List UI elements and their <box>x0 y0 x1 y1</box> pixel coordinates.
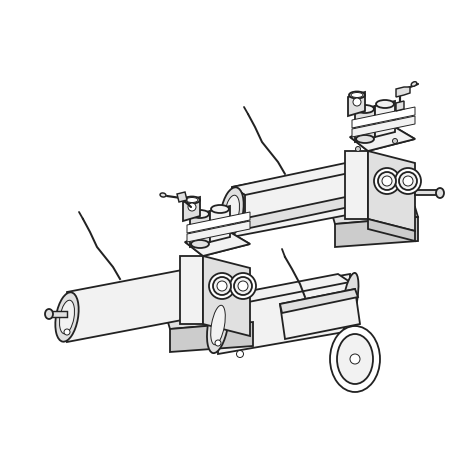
Ellipse shape <box>350 93 362 98</box>
Polygon shape <box>187 222 249 242</box>
Ellipse shape <box>214 340 220 346</box>
Ellipse shape <box>220 188 243 237</box>
Polygon shape <box>167 312 252 329</box>
Ellipse shape <box>64 329 70 335</box>
Ellipse shape <box>348 92 364 99</box>
Ellipse shape <box>160 194 166 198</box>
Polygon shape <box>218 274 349 354</box>
Ellipse shape <box>211 206 229 213</box>
Ellipse shape <box>355 106 373 114</box>
Ellipse shape <box>213 277 230 295</box>
Polygon shape <box>49 311 67 317</box>
Polygon shape <box>185 231 249 257</box>
Ellipse shape <box>190 211 208 218</box>
Polygon shape <box>367 151 414 231</box>
Ellipse shape <box>341 273 358 330</box>
Ellipse shape <box>329 326 379 392</box>
Ellipse shape <box>236 351 243 358</box>
Ellipse shape <box>237 281 247 291</box>
Polygon shape <box>349 127 414 151</box>
Ellipse shape <box>352 99 360 107</box>
Polygon shape <box>185 231 249 257</box>
Ellipse shape <box>373 168 399 195</box>
Ellipse shape <box>230 274 256 299</box>
Polygon shape <box>367 219 414 241</box>
Polygon shape <box>374 102 394 138</box>
Ellipse shape <box>45 309 53 319</box>
Ellipse shape <box>217 281 226 291</box>
Ellipse shape <box>435 189 443 199</box>
Ellipse shape <box>349 354 359 364</box>
Polygon shape <box>231 162 367 196</box>
Ellipse shape <box>410 83 416 87</box>
Ellipse shape <box>185 198 197 203</box>
Polygon shape <box>187 213 249 234</box>
Polygon shape <box>344 151 367 219</box>
Ellipse shape <box>234 277 252 295</box>
Ellipse shape <box>355 136 373 144</box>
Ellipse shape <box>55 293 78 342</box>
Ellipse shape <box>184 197 200 204</box>
Ellipse shape <box>381 177 391 187</box>
Ellipse shape <box>210 306 225 345</box>
Ellipse shape <box>190 241 208 248</box>
Ellipse shape <box>375 101 393 109</box>
Polygon shape <box>179 257 202 325</box>
Polygon shape <box>414 190 439 196</box>
Ellipse shape <box>402 177 412 187</box>
Polygon shape <box>354 107 374 143</box>
Polygon shape <box>395 102 403 112</box>
Ellipse shape <box>188 203 196 212</box>
Polygon shape <box>190 212 210 247</box>
Ellipse shape <box>392 139 397 144</box>
Ellipse shape <box>208 274 235 299</box>
Ellipse shape <box>224 196 239 230</box>
Polygon shape <box>202 257 249 336</box>
Ellipse shape <box>336 334 372 384</box>
Polygon shape <box>231 162 367 237</box>
Polygon shape <box>170 322 252 352</box>
Polygon shape <box>177 193 187 202</box>
Polygon shape <box>218 274 349 306</box>
Ellipse shape <box>229 224 235 230</box>
Polygon shape <box>334 218 417 247</box>
Polygon shape <box>231 188 245 230</box>
Polygon shape <box>351 117 414 138</box>
Polygon shape <box>280 289 357 313</box>
Polygon shape <box>349 127 414 151</box>
Polygon shape <box>280 289 359 339</box>
Ellipse shape <box>355 147 360 152</box>
Ellipse shape <box>358 162 376 211</box>
Polygon shape <box>183 197 200 222</box>
Polygon shape <box>210 207 230 242</box>
Polygon shape <box>331 207 417 224</box>
Ellipse shape <box>394 168 420 195</box>
Polygon shape <box>347 93 364 117</box>
Ellipse shape <box>377 173 395 190</box>
Polygon shape <box>351 108 414 129</box>
Ellipse shape <box>59 301 74 334</box>
Polygon shape <box>231 196 367 230</box>
Ellipse shape <box>207 297 229 353</box>
Polygon shape <box>67 266 202 342</box>
Polygon shape <box>395 88 409 98</box>
Ellipse shape <box>398 173 416 190</box>
Ellipse shape <box>194 267 212 316</box>
